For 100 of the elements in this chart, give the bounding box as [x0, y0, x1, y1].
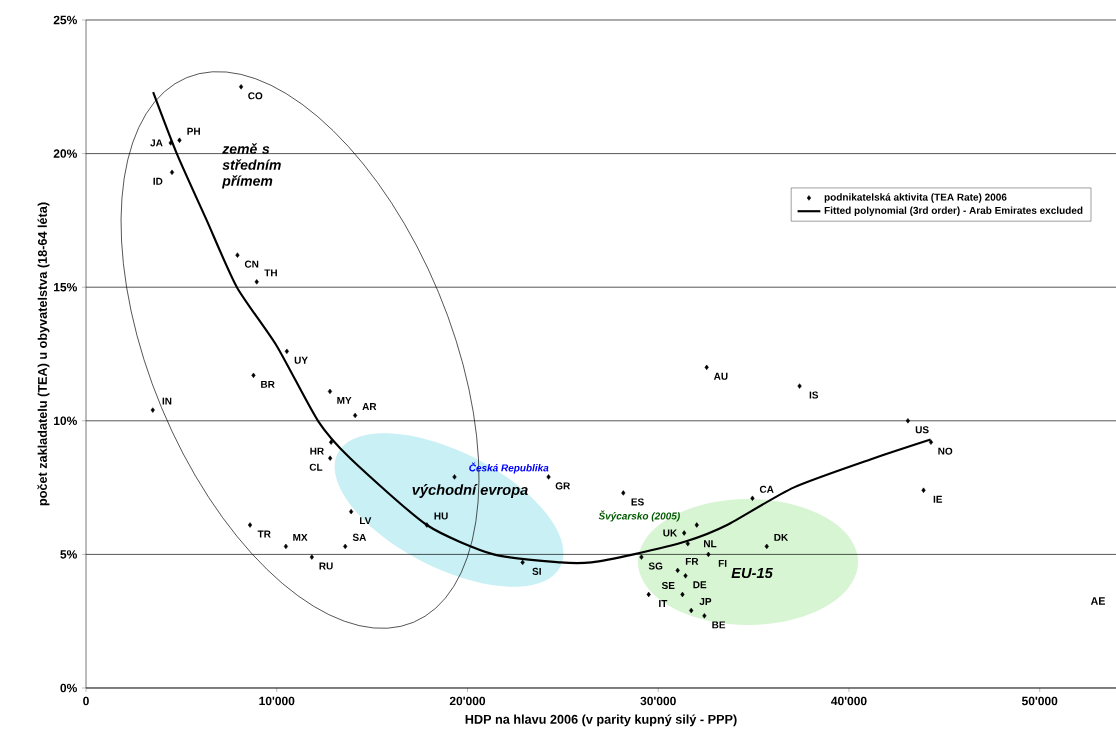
legend-label: podnikatelská aktivita (TEA Rate) 2006: [824, 193, 1007, 203]
point: [424, 522, 429, 528]
y-tick-label: 15%: [54, 282, 77, 292]
annotation: TH: [264, 269, 277, 277]
annotation: AU: [713, 372, 728, 380]
annotation: IE: [933, 495, 943, 503]
point: [683, 573, 688, 579]
point: [353, 412, 358, 419]
annotation: UK: [663, 529, 678, 537]
point: [928, 439, 934, 445]
point: [283, 543, 288, 550]
annotation: SI: [532, 567, 541, 575]
annotation: UY: [294, 356, 308, 364]
annotation: Švýcarsko (2005): [598, 510, 680, 522]
annotation: BE: [712, 621, 726, 629]
annotation: ID: [153, 177, 163, 185]
point: [150, 407, 155, 413]
y-tick-label: 0%: [60, 683, 77, 693]
point: [452, 474, 457, 480]
annotation: NL: [704, 540, 717, 548]
y-tick-label: 10%: [54, 416, 77, 426]
annotation: SG: [648, 562, 663, 570]
point: [327, 388, 333, 395]
annotation: země s středním přímem: [221, 143, 281, 189]
point: [750, 495, 755, 501]
x-tick-label: 30'000: [640, 696, 676, 706]
point: [682, 530, 687, 536]
annotation: CN: [244, 260, 259, 268]
point: [328, 455, 333, 461]
annotation: JP: [699, 598, 712, 605]
y-tick-label: 5%: [60, 550, 77, 559]
point: [764, 543, 769, 550]
annotation: BR: [261, 380, 275, 388]
annotation: IN: [162, 397, 172, 405]
point: [284, 348, 289, 354]
point: [639, 554, 644, 560]
annotation: CA: [759, 485, 774, 493]
point: [169, 169, 175, 175]
x-tick-label: 50'000: [1021, 696, 1058, 706]
annotation: JA: [150, 139, 163, 147]
point: [239, 84, 244, 90]
annotation: DE: [693, 581, 707, 589]
annotation: NO: [938, 447, 953, 455]
annotation: FR: [685, 557, 699, 565]
point: [706, 551, 711, 558]
annotation: HR: [310, 447, 324, 455]
annotation: SE: [661, 581, 675, 590]
x-tick-label: 20'000: [449, 696, 486, 706]
point: [343, 543, 348, 550]
point: [329, 439, 334, 445]
annotation: PH: [187, 127, 200, 135]
point: [704, 364, 709, 371]
x-tick-label: 40'000: [831, 696, 867, 706]
annotation: MX: [293, 533, 308, 541]
y-axis-title: počet zakladatelu (TEA) u obyvatelstva (18-64 léta): [37, 202, 50, 506]
annotation: LV: [359, 517, 372, 525]
point: [546, 474, 551, 480]
annotation: východní evropa: [412, 484, 528, 498]
annotation: SA: [352, 533, 367, 541]
point: [177, 137, 182, 143]
point: [675, 567, 680, 574]
annotation: ES: [631, 498, 644, 506]
point: [621, 490, 626, 496]
annotation: MY: [337, 396, 352, 404]
annotation: CO: [248, 92, 263, 100]
annotation: AR: [362, 403, 377, 410]
x-axis-title: HDP na hlavu 2006 (v parity kupný silý - PPP): [465, 714, 737, 727]
point: [685, 541, 690, 547]
point: [168, 140, 173, 146]
point: [235, 252, 240, 258]
point: [680, 591, 685, 598]
point: [702, 613, 707, 619]
annotation: EU-15: [731, 567, 773, 579]
point: [251, 372, 256, 379]
y-tick-label: 20%: [53, 149, 77, 158]
x-tick-label: 10'000: [259, 696, 295, 706]
annotation: US: [915, 426, 929, 434]
annotation: FI: [718, 559, 727, 567]
annotation: CL: [309, 463, 323, 471]
point: [905, 418, 910, 424]
legend-label: Fitted polynomial (3rd order) - Arab Emirates excluded: [824, 206, 1083, 216]
annotation: IS: [809, 391, 819, 399]
annotation: TR: [257, 530, 271, 538]
point: [247, 522, 253, 528]
annotation: RU: [319, 562, 333, 570]
annotation: AE: [1090, 597, 1105, 605]
point: [646, 591, 651, 598]
point: [921, 487, 926, 493]
point: [254, 279, 259, 285]
y-tick-label: 25%: [53, 15, 77, 25]
point: [797, 383, 802, 389]
point: [309, 554, 314, 560]
annotation: GR: [555, 482, 571, 490]
annotation: Česká Republika: [469, 462, 549, 474]
point: [694, 522, 699, 528]
annotation: HU: [434, 512, 448, 520]
annotation: DK: [774, 533, 789, 541]
point: [689, 607, 694, 614]
x-tick-label: 0: [83, 696, 89, 706]
point: [349, 508, 354, 515]
